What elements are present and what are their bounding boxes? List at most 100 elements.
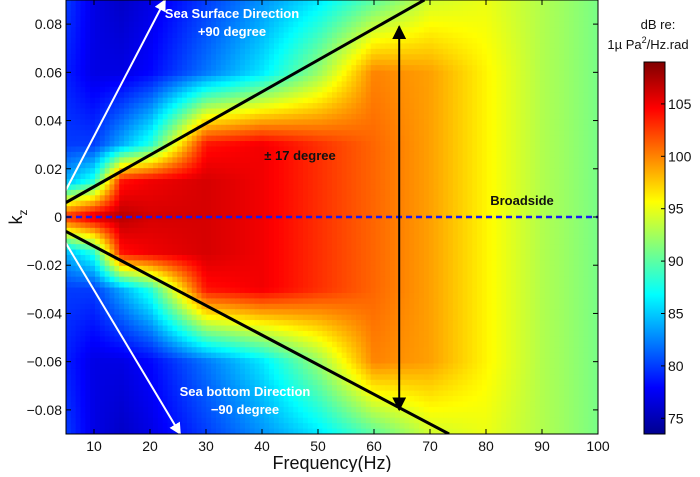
heatmap-cell xyxy=(220,75,227,82)
heatmap-cell xyxy=(361,5,367,12)
heatmap-cell xyxy=(230,32,236,39)
heatmap-cell xyxy=(109,70,115,77)
heatmap-cell xyxy=(75,325,82,332)
heatmap-cell xyxy=(215,146,222,153)
heatmap-cell xyxy=(201,358,207,365)
heatmap-cell xyxy=(235,86,241,93)
heatmap-cell xyxy=(269,412,275,419)
heatmap-cell xyxy=(90,347,96,354)
heatmap-cell xyxy=(99,254,106,261)
heatmap-cell xyxy=(346,65,352,72)
heatmap-cell xyxy=(269,276,275,283)
heatmap-cell xyxy=(293,179,299,186)
heatmap-cell xyxy=(70,54,77,61)
heatmap-cell xyxy=(249,103,256,110)
heatmap-cell xyxy=(95,423,101,430)
heatmap-cell xyxy=(283,97,290,104)
heatmap-cell xyxy=(317,417,323,424)
heatmap-cell xyxy=(133,249,140,256)
heatmap-cell xyxy=(153,21,159,28)
heatmap-cell xyxy=(351,249,357,256)
heatmap-cell xyxy=(269,379,275,386)
heatmap-cell xyxy=(133,244,140,251)
heatmap-cell xyxy=(206,130,212,137)
heatmap-cell xyxy=(332,249,338,256)
heatmap-cell xyxy=(85,75,91,82)
heatmap-cell xyxy=(114,271,120,278)
heatmap-cell xyxy=(157,347,164,354)
heatmap-cell xyxy=(133,206,140,213)
heatmap-cell xyxy=(162,65,169,72)
heatmap-cell xyxy=(341,412,348,419)
heatmap-cell xyxy=(278,184,285,191)
heatmap-cell xyxy=(244,5,251,12)
heatmap-cell xyxy=(327,390,333,397)
heatmap-cell xyxy=(124,151,130,158)
heatmap-cell xyxy=(244,119,251,126)
heatmap-cell xyxy=(128,157,135,164)
heatmap-cell xyxy=(85,325,91,332)
heatmap-cell xyxy=(148,368,154,375)
heatmap-cell xyxy=(317,374,323,381)
heatmap-cell xyxy=(356,27,362,34)
heatmap-cell xyxy=(157,119,164,126)
heatmap-cell xyxy=(336,390,343,397)
heatmap-cell xyxy=(85,92,91,99)
heatmap-cell xyxy=(75,59,82,66)
heatmap-cell xyxy=(351,363,357,370)
heatmap-cell xyxy=(70,374,77,381)
heatmap-cell xyxy=(225,48,232,55)
heatmap-cell xyxy=(259,363,265,370)
heatmap-cell xyxy=(235,396,241,403)
heatmap-cell xyxy=(99,157,106,164)
heatmap-cell xyxy=(196,21,203,28)
heatmap-cell xyxy=(80,130,86,137)
heatmap-cell xyxy=(66,16,72,23)
heatmap-cell xyxy=(327,157,333,164)
heatmap-cell xyxy=(215,314,222,321)
heatmap-cell xyxy=(153,173,159,180)
heatmap-cell xyxy=(66,37,72,44)
heatmap-cell xyxy=(162,254,169,261)
heatmap-cell xyxy=(70,70,77,77)
heatmap-cell xyxy=(99,390,106,397)
heatmap-cell xyxy=(99,222,106,229)
heatmap-cell xyxy=(153,195,159,202)
heatmap-cell xyxy=(215,423,222,430)
heatmap-cell xyxy=(143,21,149,28)
heatmap-cell xyxy=(133,412,140,419)
heatmap-cell xyxy=(201,75,207,82)
heatmap-cell xyxy=(66,21,72,28)
heatmap-cell xyxy=(143,325,149,332)
heatmap-cell xyxy=(269,227,275,234)
heatmap-cell xyxy=(114,157,120,164)
heatmap-cell xyxy=(254,21,261,28)
heatmap-cell xyxy=(322,287,328,294)
heatmap-cell xyxy=(90,352,96,359)
heatmap-cell xyxy=(157,233,164,240)
heatmap-cell xyxy=(138,5,144,12)
heatmap-cell xyxy=(201,86,207,93)
heatmap-cell xyxy=(298,358,304,365)
heatmap-cell xyxy=(240,54,246,61)
heatmap-cell xyxy=(70,271,77,278)
heatmap-cell xyxy=(191,27,198,34)
heatmap-cell xyxy=(191,358,198,365)
heatmap-cell xyxy=(128,276,135,283)
heatmap-cell xyxy=(157,43,164,50)
heatmap-cell xyxy=(293,428,299,434)
heatmap-cell xyxy=(351,222,357,229)
heatmap-cell xyxy=(249,211,256,218)
heatmap-cell xyxy=(298,16,304,23)
heatmap-cell xyxy=(196,189,203,196)
heatmap-cell xyxy=(351,70,357,77)
heatmap-cell xyxy=(75,135,82,142)
heatmap-cell xyxy=(307,292,314,299)
heatmap-cell xyxy=(317,27,323,34)
heatmap-cell xyxy=(240,254,246,261)
heatmap-cell xyxy=(206,341,212,348)
heatmap-cell xyxy=(351,27,357,34)
heatmap-cell xyxy=(70,179,77,186)
heatmap-cell xyxy=(201,379,207,386)
heatmap-cell xyxy=(336,314,343,321)
